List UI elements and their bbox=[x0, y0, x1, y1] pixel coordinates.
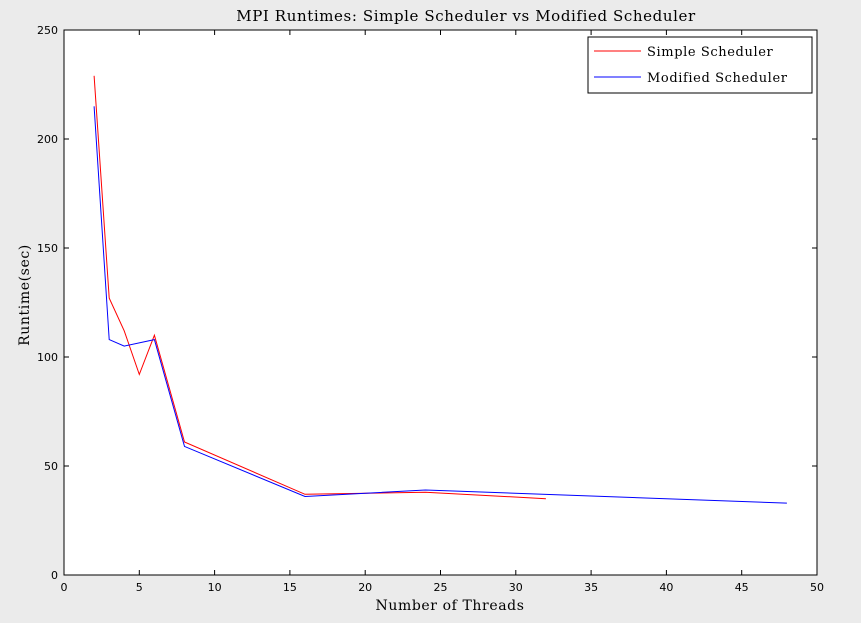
y-tick-label: 100 bbox=[37, 351, 58, 364]
x-tick-label: 25 bbox=[434, 581, 448, 594]
series-layer bbox=[93, 75, 787, 504]
x-tick-label: 35 bbox=[584, 581, 598, 594]
x-tick-label: 5 bbox=[136, 581, 143, 594]
y-tick-label: 0 bbox=[51, 569, 58, 582]
y-tick-label: 150 bbox=[37, 242, 58, 255]
x-tick-label: 15 bbox=[283, 581, 297, 594]
y-tick-label: 250 bbox=[37, 24, 58, 37]
y-tick-label: 200 bbox=[37, 133, 58, 146]
y-tick-label: 50 bbox=[44, 460, 58, 473]
series-line-simple-scheduler bbox=[93, 75, 546, 500]
x-axis-label: Number of Threads bbox=[375, 598, 524, 614]
chart-title: MPI Runtimes: Simple Scheduler vs Modifi… bbox=[236, 7, 696, 25]
legend-label-simple: Simple Scheduler bbox=[647, 45, 773, 60]
x-tick-label: 20 bbox=[358, 581, 372, 594]
y-axis-label: Runtime(sec) bbox=[17, 244, 33, 346]
x-tick-label: 0 bbox=[61, 581, 68, 594]
x-tick-label: 30 bbox=[509, 581, 523, 594]
x-tick-label: 50 bbox=[810, 581, 824, 594]
legend-label-modified: Modified Scheduler bbox=[647, 71, 788, 86]
legend: Simple Scheduler Modified Scheduler bbox=[587, 36, 813, 94]
x-tick-label: 40 bbox=[659, 581, 673, 594]
legend-box bbox=[587, 36, 813, 94]
plot-area bbox=[63, 29, 818, 576]
x-tick-label: 45 bbox=[735, 581, 749, 594]
x-tick-label: 10 bbox=[208, 581, 222, 594]
axis-ticks: 0 5 10 15 20 25 30 35 40 45 50 0 50 100 150 200 250 bbox=[37, 24, 824, 594]
series-line-modified-scheduler bbox=[93, 106, 787, 504]
